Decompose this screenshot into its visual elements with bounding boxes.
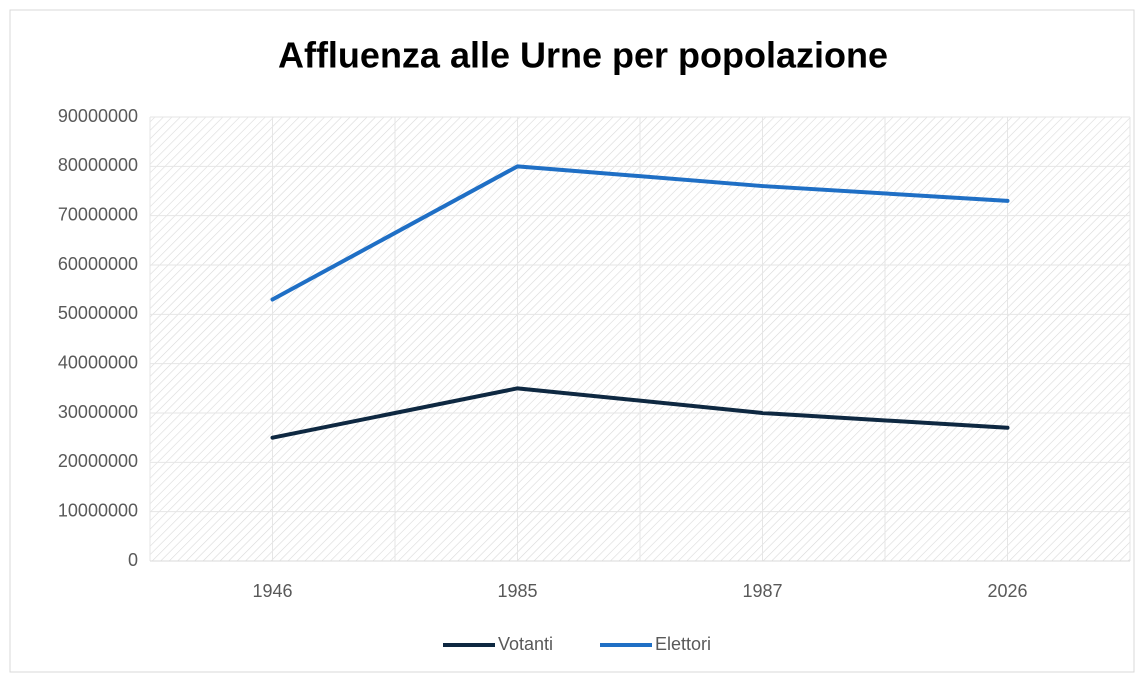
- y-tick-label: 80000000: [58, 155, 138, 175]
- y-tick-label: 40000000: [58, 352, 138, 372]
- y-tick-label: 20000000: [58, 451, 138, 471]
- series-line: [270, 386, 1010, 440]
- x-tick-label: 2026: [987, 581, 1027, 601]
- y-tick-label: 30000000: [58, 402, 138, 422]
- x-tick-label: 1985: [497, 581, 537, 601]
- y-tick-label: 90000000: [58, 106, 138, 126]
- y-tick-label: 0: [128, 550, 138, 570]
- y-tick-label: 70000000: [58, 204, 138, 224]
- y-tick-label: 60000000: [58, 254, 138, 274]
- legend-label: Votanti: [498, 634, 553, 654]
- legend-label: Elettori: [655, 634, 711, 654]
- x-tick-label: 1946: [252, 581, 292, 601]
- chart-title: Affluenza alle Urne per popolazione: [278, 35, 888, 76]
- x-tick-label: 1987: [742, 581, 782, 601]
- y-tick-label: 50000000: [58, 303, 138, 323]
- series-line: [270, 164, 1010, 302]
- y-tick-label: 10000000: [58, 500, 138, 520]
